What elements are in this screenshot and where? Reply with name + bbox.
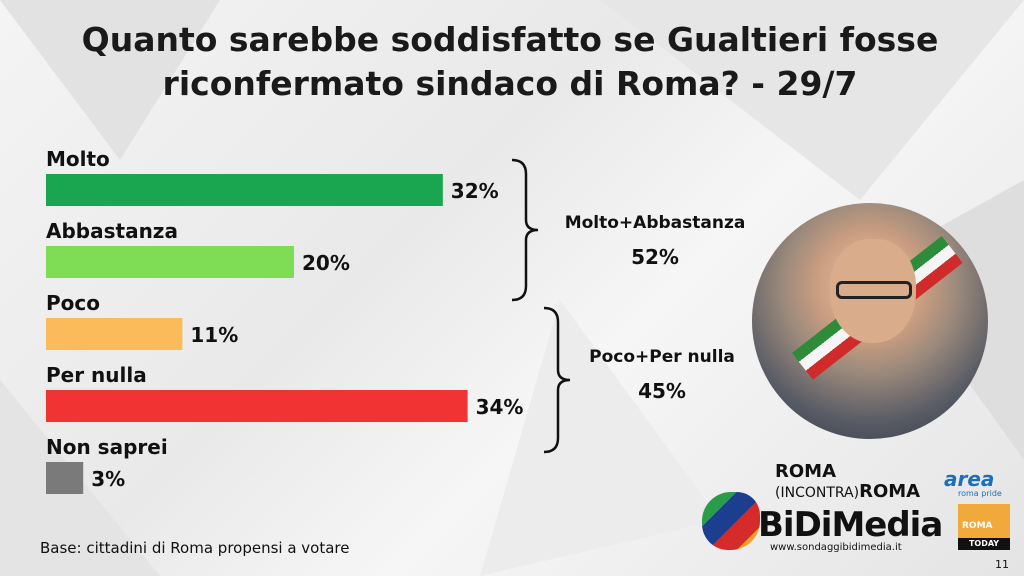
group-value: 45% xyxy=(638,379,686,403)
page-number: 11 xyxy=(995,558,1009,571)
romatoday-logo: ROMA TODAY xyxy=(958,504,1010,550)
bar xyxy=(46,390,468,422)
rooster-logo-icon xyxy=(702,492,760,550)
group-brace xyxy=(511,158,539,302)
mayor-photo xyxy=(752,203,988,439)
data-label: 34% xyxy=(476,395,524,419)
category-label: Poco xyxy=(46,291,100,315)
data-label: 32% xyxy=(451,179,499,203)
category-label: Non saprei xyxy=(46,435,168,459)
bar xyxy=(46,174,443,206)
chart-title: Quanto sarebbe soddisfatto se Gualtieri … xyxy=(60,18,960,106)
title-line-1: Quanto sarebbe soddisfatto se Gualtieri … xyxy=(81,20,939,59)
rir-word-1: ROMA xyxy=(775,461,837,482)
group-brace xyxy=(543,306,571,454)
category-label: Abbastanza xyxy=(46,219,178,243)
data-label: 20% xyxy=(302,251,350,275)
group-label: Molto+Abbastanza xyxy=(565,213,746,233)
romatoday-word-1: ROMA xyxy=(962,521,993,531)
roma-incontra-roma-logo: ROMA (INCONTRA)ROMA xyxy=(775,462,920,503)
bar xyxy=(46,246,294,278)
area-logo: area xyxy=(944,467,995,491)
group-value: 52% xyxy=(631,245,679,269)
data-label: 11% xyxy=(190,323,238,347)
glasses-icon xyxy=(836,281,912,299)
area-logo-sub: roma pride xyxy=(958,489,1002,498)
bidimedia-logo: BiDiMedia xyxy=(758,505,943,545)
rir-word-2: (INCONTRA) xyxy=(775,485,860,501)
rir-word-3: ROMA xyxy=(859,481,921,502)
data-label: 3% xyxy=(91,467,125,491)
title-line-2: riconfermato sindaco di Roma? - 29/7 xyxy=(162,64,858,103)
category-label: Molto xyxy=(46,147,110,171)
bar xyxy=(46,318,183,350)
base-note: Base: cittadini di Roma propensi a votar… xyxy=(40,539,350,557)
romatoday-word-2: TODAY xyxy=(958,538,1010,550)
website-url: www.sondaggibidimedia.it xyxy=(770,542,902,553)
bar xyxy=(46,462,84,494)
category-label: Per nulla xyxy=(46,363,147,387)
group-label: Poco+Per nulla xyxy=(589,347,735,367)
portrait-head xyxy=(830,239,916,343)
